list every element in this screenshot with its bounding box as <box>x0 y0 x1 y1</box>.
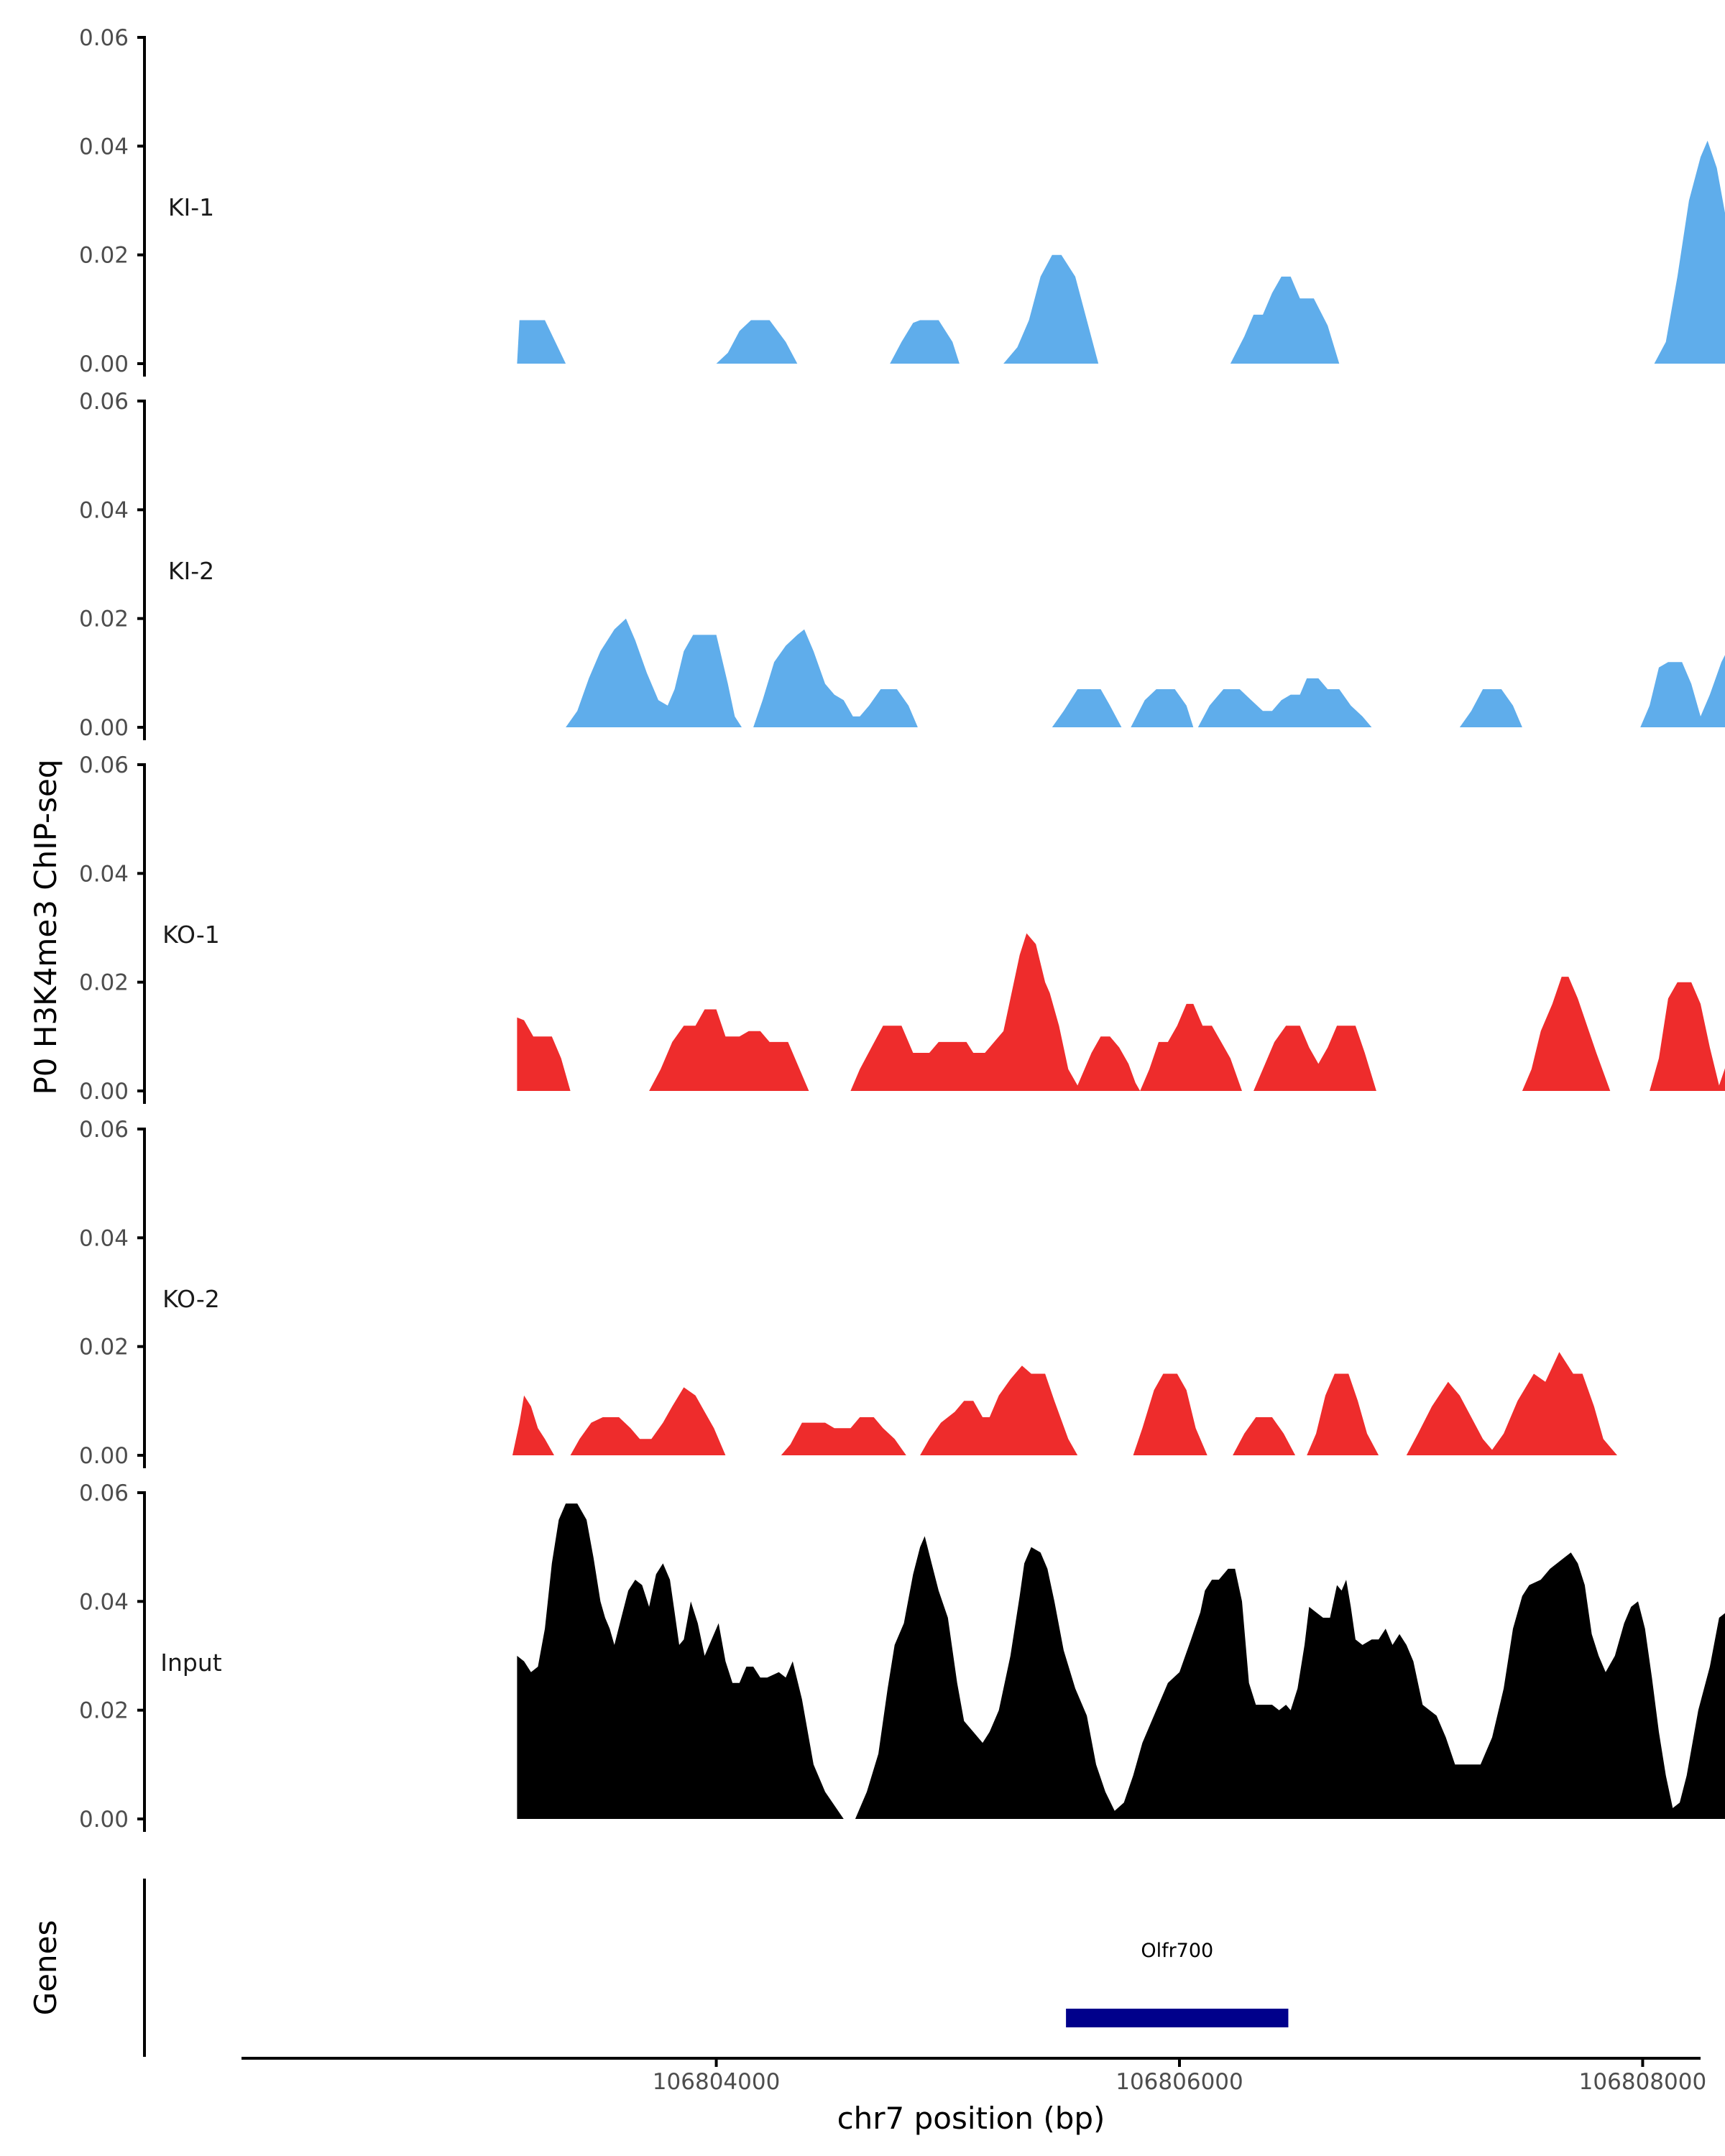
genes-track: Genes Olfr700 <box>28 1879 1289 2057</box>
coverage-peak <box>1230 276 1340 364</box>
coverage-peak <box>716 320 798 364</box>
coverage-peak <box>517 1017 571 1091</box>
coverage-peak <box>517 1503 844 1819</box>
coverage-peak <box>570 1387 726 1455</box>
coverage-peak <box>1406 1352 1617 1455</box>
coverage-peak <box>920 1365 1078 1455</box>
track-label: Input <box>160 1649 222 1677</box>
genes-track-label: Genes <box>28 1920 63 2016</box>
coverage-peak <box>1197 678 1372 727</box>
x-ticks: 106804000 106806000 106808000 <box>653 2058 1706 2095</box>
coverage-peak <box>781 1417 906 1455</box>
coverage-peak <box>1522 977 1611 1091</box>
coverage-peak <box>1003 254 1099 364</box>
y-tick-label: 0.00 <box>79 715 129 741</box>
track-label: KI-1 <box>168 193 214 221</box>
gene-label: Olfr700 <box>1141 1940 1213 1962</box>
genes-group: Olfr700 <box>1066 1940 1289 2027</box>
y-tick-label: 0.06 <box>79 389 129 415</box>
coverage-peak <box>517 320 566 364</box>
coverage-peak <box>855 1536 1725 1819</box>
y-tick-label: 0.04 <box>79 1225 129 1251</box>
tracks-group: 0.00 0.02 0.04 0.06 KI-1 0.00 0.02 0.04 0.06 KI-2… <box>79 25 1725 1833</box>
y-axis-title: P0 H3K4me3 ChIP-seq <box>28 759 63 1095</box>
y-tick-label: 0.04 <box>79 861 129 887</box>
y-tick-label: 0.06 <box>79 25 129 51</box>
y-tick-label: 0.00 <box>79 1443 129 1469</box>
coverage-peak <box>1654 140 1725 364</box>
y-tick-label: 0.02 <box>79 1335 129 1360</box>
coverage-peak <box>1640 655 1725 727</box>
y-tick-label: 0.06 <box>79 1117 129 1143</box>
coverage-peak <box>1650 982 1725 1091</box>
y-tick-label: 0.02 <box>79 607 129 632</box>
x-tick-label: 106808000 <box>1579 2069 1707 2095</box>
y-tick-label: 0.04 <box>79 497 129 523</box>
y-tick-label: 0.02 <box>79 243 129 269</box>
coverage-peak <box>1459 689 1522 727</box>
x-tick-label: 106804000 <box>653 2069 781 2095</box>
coverage-peak <box>890 320 960 364</box>
coverage-peak <box>566 618 742 727</box>
y-tick-label: 0.02 <box>79 970 129 996</box>
coverage-peak <box>753 629 918 727</box>
coverage-peak <box>1052 689 1122 727</box>
coverage-peak <box>1233 1417 1296 1455</box>
y-tick-label: 0.00 <box>79 1807 129 1833</box>
coverage-peak <box>1254 1026 1376 1091</box>
y-tick-label: 0.00 <box>79 1079 129 1105</box>
y-tick-label: 0.00 <box>79 351 129 377</box>
track-input: 0.00 0.02 0.04 0.06 Input <box>79 1480 1725 1833</box>
coverage-peak <box>1140 1003 1242 1091</box>
coverage-peak <box>1131 689 1194 727</box>
y-tick-label: 0.06 <box>79 1480 129 1506</box>
x-axis: 106804000 106806000 106808000 chr7 positio… <box>242 2057 1706 2136</box>
y-tick-label: 0.02 <box>79 1698 129 1724</box>
y-tick-label: 0.04 <box>79 1589 129 1615</box>
track-ko-1: 0.00 0.02 0.04 0.06 KO-1 <box>79 752 1725 1105</box>
coverage-peak <box>1307 1373 1379 1455</box>
coverage-peak <box>512 1395 554 1455</box>
track-label: KI-2 <box>168 557 214 585</box>
track-ki-2: 0.00 0.02 0.04 0.06 KI-2 <box>79 389 1725 741</box>
coverage-peak <box>649 1009 809 1091</box>
coverage-peak <box>850 933 1141 1091</box>
track-ko-2: 0.00 0.02 0.04 0.06 KO-2 <box>79 1117 1617 1469</box>
y-tick-label: 0.04 <box>79 134 129 160</box>
coverage-peak <box>1133 1373 1208 1455</box>
track-ki-1: 0.00 0.02 0.04 0.06 KI-1 <box>79 25 1725 377</box>
track-label: KO-2 <box>162 1285 220 1313</box>
track-label: KO-1 <box>162 921 220 949</box>
x-axis-title: chr7 position (bp) <box>837 2101 1105 2136</box>
gene-bar <box>1066 2009 1289 2027</box>
x-tick-label: 106806000 <box>1116 2069 1243 2095</box>
y-tick-label: 0.06 <box>79 752 129 778</box>
